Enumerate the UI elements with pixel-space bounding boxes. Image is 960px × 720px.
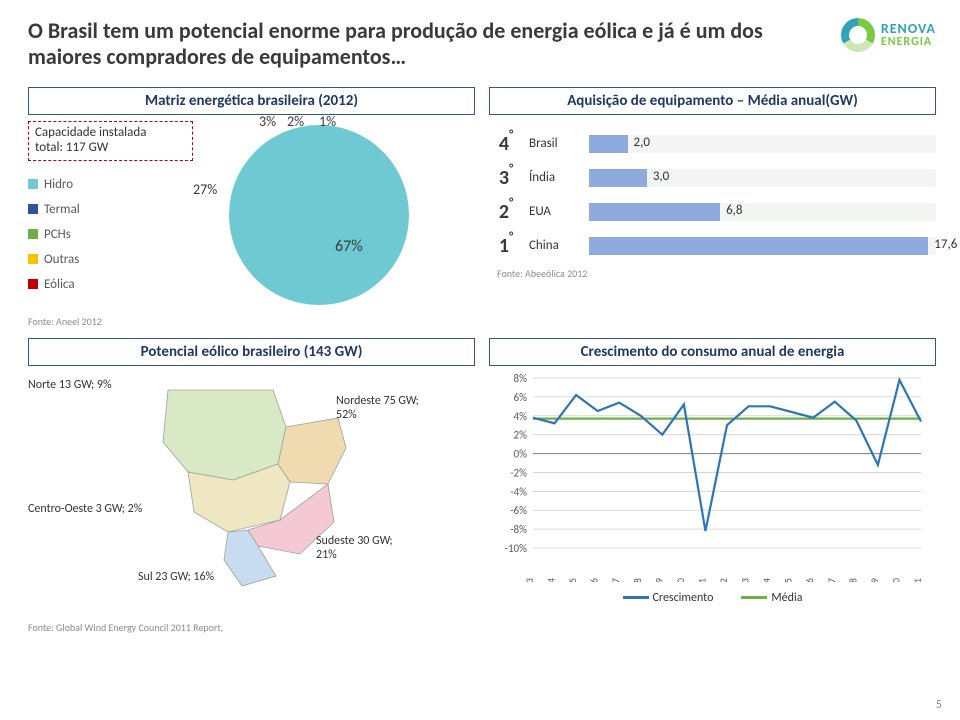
capacity-box: Capacidade instalada total: 117 GW bbox=[28, 121, 193, 161]
rank-row: 1China17,6 bbox=[489, 229, 936, 263]
svg-text:2006: 2006 bbox=[803, 578, 816, 582]
svg-text:2000: 2000 bbox=[674, 578, 687, 582]
svg-text:-10%: -10% bbox=[505, 542, 528, 555]
svg-text:2005: 2005 bbox=[782, 578, 795, 582]
legend-item: Hidro bbox=[28, 177, 193, 192]
svg-text:-6%: -6% bbox=[510, 504, 527, 517]
svg-text:0%: 0% bbox=[514, 447, 528, 460]
line-chart: 8% 6% 4% 2% 0% -2% -4% -6% -8% -10% 1993 1994 1995 19… bbox=[489, 372, 929, 582]
legend-item: PCHs bbox=[28, 227, 193, 242]
pie-lbl-hidro: 67% bbox=[335, 237, 363, 256]
rank-row: 4Brasil2,0 bbox=[489, 127, 936, 161]
page-title: O Brasil tem um potencial enorme para pr… bbox=[28, 18, 788, 71]
pie-legend: Hidro Termal PCHs Outras Eólica bbox=[28, 169, 193, 292]
pie-chart bbox=[229, 125, 409, 305]
panel-title-growth: Crescimento do consumo anual de energia bbox=[489, 338, 936, 366]
page-number: 5 bbox=[936, 698, 942, 712]
svg-text:8%: 8% bbox=[514, 372, 528, 385]
rank-row: 2EUA6,8 bbox=[489, 195, 936, 229]
svg-text:4%: 4% bbox=[514, 410, 528, 423]
pie-lbl-pchs: 3% bbox=[259, 113, 276, 130]
legend-media: Média bbox=[771, 591, 802, 605]
svg-text:6%: 6% bbox=[514, 391, 528, 404]
rank-chart: 4Brasil2,03Índia3,02EUA6,81China17,6 bbox=[489, 121, 936, 263]
svg-text:1994: 1994 bbox=[545, 578, 558, 582]
svg-text:1997: 1997 bbox=[609, 578, 622, 582]
logo: RENOVA ENERGIA bbox=[841, 18, 936, 52]
pie-lbl-eolica: 1% bbox=[319, 113, 336, 130]
svg-text:2002: 2002 bbox=[717, 578, 730, 582]
svg-text:2003: 2003 bbox=[739, 578, 752, 582]
svg-text:2%: 2% bbox=[514, 428, 528, 441]
svg-text:2004: 2004 bbox=[760, 578, 773, 582]
svg-text:2009: 2009 bbox=[868, 578, 881, 582]
svg-text:2010: 2010 bbox=[889, 578, 902, 582]
map-source: Fonte: Global Wind Energy Council 2011 R… bbox=[28, 621, 475, 634]
svg-text:-2%: -2% bbox=[510, 466, 527, 479]
svg-text:1998: 1998 bbox=[631, 578, 644, 582]
svg-text:2007: 2007 bbox=[825, 578, 838, 582]
panel-title-pot: Potencial eólico brasileiro (143 GW) bbox=[28, 338, 475, 366]
legend-item: Termal bbox=[28, 202, 193, 217]
panel-acquisition: Aquisição de equipamento – Média anual(G… bbox=[489, 87, 936, 328]
svg-text:1995: 1995 bbox=[566, 578, 579, 582]
logo-line2: ENERGIA bbox=[881, 36, 936, 48]
map-lbl-norte: Norte 13 GW; 9% bbox=[28, 378, 112, 392]
legend-crescimento: Crescimento bbox=[653, 591, 714, 605]
svg-text:-8%: -8% bbox=[510, 523, 527, 536]
map-lbl-sul: Sul 23 GW; 16% bbox=[138, 570, 214, 584]
pie-lbl-outras: 2% bbox=[287, 113, 304, 130]
map-lbl-nordeste: Nordeste 75 GW; 52% bbox=[336, 394, 426, 423]
svg-text:2001: 2001 bbox=[695, 578, 708, 582]
map-lbl-sudeste: Sudeste 30 GW; 21% bbox=[316, 534, 416, 563]
panel-potential: Potencial eólico brasileiro (143 GW) Nor… bbox=[28, 338, 475, 634]
panel-title-matrix: Matriz energética brasileira (2012) bbox=[28, 87, 475, 115]
panel-matrix: Matriz energética brasileira (2012) Capa… bbox=[28, 87, 475, 328]
rank-row: 3Índia3,0 bbox=[489, 161, 936, 195]
capacity-l2: total: 117 GW bbox=[35, 141, 186, 156]
pie-source: Fonte: Aneel 2012 bbox=[28, 315, 475, 328]
legend-item: Outras bbox=[28, 252, 193, 267]
capacity-l1: Capacidade instalada bbox=[35, 126, 186, 141]
legend-item: Eólica bbox=[28, 277, 193, 292]
svg-text:1993: 1993 bbox=[523, 578, 536, 582]
svg-text:1999: 1999 bbox=[652, 578, 665, 582]
panel-title-acq: Aquisição de equipamento – Média anual(G… bbox=[489, 87, 936, 115]
acq-source: Fonte: Abeeólica 2012 bbox=[497, 267, 936, 280]
pie-lbl-termal: 27% bbox=[193, 181, 217, 198]
svg-text:2011: 2011 bbox=[911, 578, 924, 582]
map: Norte 13 GW; 9% Nordeste 75 GW; 52% Cent… bbox=[28, 372, 475, 617]
map-lbl-centro: Centro-Oeste 3 GW; 2% bbox=[28, 502, 142, 516]
logo-icon bbox=[841, 18, 875, 52]
logo-line1: RENOVA bbox=[881, 22, 936, 36]
line-legend: Crescimento Média bbox=[489, 591, 936, 605]
panel-growth: Crescimento do consumo anual de energia … bbox=[489, 338, 936, 634]
svg-text:2008: 2008 bbox=[846, 578, 859, 582]
svg-text:-4%: -4% bbox=[510, 485, 527, 498]
svg-text:1996: 1996 bbox=[588, 578, 601, 582]
